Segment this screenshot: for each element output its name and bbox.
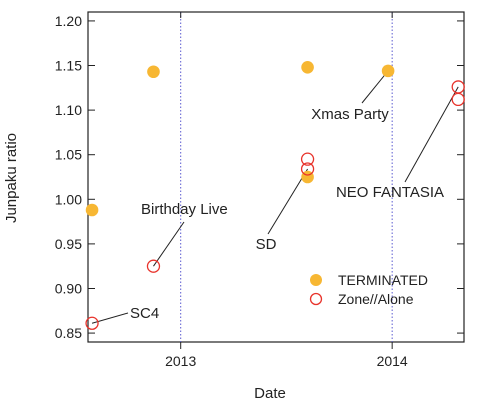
- data-point-zone-alone: [451, 92, 465, 107]
- legend-label: TERMINATED: [338, 272, 428, 288]
- data-point-zone-alone: [85, 316, 99, 330]
- legend: TERMINATED Zone//Alone: [309, 272, 428, 307]
- annotation-label: SD: [256, 236, 277, 253]
- annotation-labels: SC4 Birthday Live SD Xmas Party NEO FANTASIA: [130, 106, 444, 322]
- annotation-leader: [153, 221, 185, 267]
- annotation-label: NEO FANTASIA: [336, 184, 444, 201]
- x-tick-label: 2013: [165, 353, 196, 369]
- data-point-zone-alone: [146, 259, 161, 273]
- data-markers: [85, 60, 465, 330]
- y-axis: 0.85 0.90 0.95 1.00 1.05 1.10 1.15 1.20: [55, 13, 464, 341]
- data-point-terminated: [147, 65, 160, 79]
- data-point-zone-alone: [300, 152, 315, 166]
- annotation-leader: [404, 86, 459, 183]
- data-point-terminated: [85, 203, 99, 217]
- legend-label: Zone//Alone: [338, 291, 414, 307]
- data-point-terminated: [301, 60, 314, 74]
- data-point-terminated: [381, 64, 395, 78]
- legend-marker-zone-alone: [309, 292, 323, 306]
- y-tick-label: 1.15: [55, 58, 82, 74]
- data-point-zone-alone: [300, 162, 315, 176]
- plot-area: [87, 11, 465, 343]
- x-axis: 2013 2014: [165, 12, 408, 369]
- plot-frame: [87, 11, 465, 343]
- y-tick-label: 1.10: [55, 102, 82, 118]
- y-tick-label: 1.00: [55, 191, 82, 207]
- year-reference-lines: [180, 12, 393, 342]
- y-tick-label: 0.85: [55, 325, 82, 341]
- annotation-label: Xmas Party: [311, 106, 389, 123]
- x-tick-label: 2014: [377, 353, 408, 369]
- annotation-label: Birthday Live: [141, 201, 228, 218]
- annotation-leader: [267, 168, 309, 235]
- x-axis-title: Date: [254, 385, 286, 402]
- legend-marker-terminated: [310, 274, 322, 286]
- y-axis-title: Junpaku ratio: [3, 133, 20, 223]
- y-tick-label: 1.20: [55, 13, 82, 29]
- y-tick-label: 0.90: [55, 280, 82, 296]
- annotation-label: SC4: [130, 305, 159, 322]
- annotation-leader: [361, 70, 389, 104]
- y-tick-label: 0.95: [55, 236, 82, 252]
- y-tick-label: 1.05: [55, 147, 82, 163]
